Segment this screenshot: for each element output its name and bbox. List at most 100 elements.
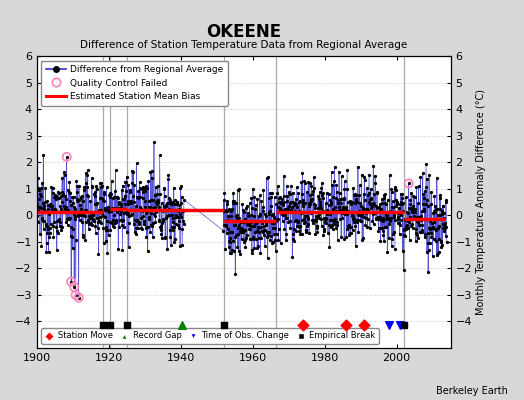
Point <box>51 207 59 214</box>
Point <box>304 221 313 228</box>
Point <box>61 204 70 211</box>
Point <box>272 218 280 224</box>
Point <box>271 224 279 231</box>
Point <box>145 203 153 210</box>
Point <box>141 225 150 232</box>
Point <box>243 222 252 228</box>
Point <box>108 205 116 211</box>
Point <box>177 200 185 206</box>
Point <box>133 194 141 200</box>
Point <box>381 191 389 198</box>
Point <box>34 207 42 214</box>
Point <box>105 209 113 215</box>
Point <box>68 234 77 241</box>
Point <box>55 216 63 222</box>
Point <box>60 208 69 215</box>
Point <box>75 217 84 223</box>
Point <box>256 192 264 199</box>
Point <box>166 197 174 204</box>
Point <box>263 220 271 226</box>
Point <box>79 212 88 218</box>
Point <box>379 215 387 221</box>
Point <box>354 228 363 235</box>
Point <box>107 178 116 184</box>
Point <box>312 223 321 229</box>
Point <box>123 210 132 217</box>
Point <box>386 218 395 224</box>
Point <box>268 220 277 226</box>
Point <box>371 180 379 186</box>
Point <box>172 214 181 220</box>
Point <box>344 223 352 229</box>
Point <box>134 188 143 194</box>
Point <box>94 225 102 232</box>
Point <box>82 218 90 225</box>
Point <box>343 167 352 174</box>
Point <box>397 212 406 218</box>
Point <box>129 168 137 175</box>
Point <box>178 242 187 248</box>
Point <box>388 204 396 210</box>
Point <box>111 220 119 226</box>
Point <box>35 195 43 202</box>
Point <box>368 211 377 217</box>
Point <box>282 183 291 190</box>
Point <box>379 232 388 238</box>
Point <box>76 212 84 218</box>
Point <box>416 229 424 235</box>
Point <box>441 220 449 226</box>
Point <box>115 200 123 207</box>
Point <box>56 219 64 226</box>
Point <box>313 213 322 219</box>
Point <box>348 213 357 219</box>
Point <box>176 185 184 191</box>
Point <box>346 230 355 236</box>
Point <box>245 226 253 232</box>
Point <box>298 217 306 224</box>
Point <box>166 226 174 233</box>
Point <box>234 187 242 193</box>
Point <box>353 217 361 223</box>
Point <box>435 212 444 218</box>
Point <box>141 204 149 210</box>
Point <box>56 223 64 229</box>
Point <box>130 182 139 189</box>
Point <box>158 216 167 222</box>
Point <box>114 199 123 206</box>
Point <box>436 205 444 212</box>
Point <box>314 193 322 200</box>
Point <box>66 190 74 196</box>
Point <box>224 238 233 244</box>
Point <box>254 225 262 232</box>
Point <box>408 220 417 227</box>
Point <box>114 195 122 201</box>
Point <box>323 208 332 214</box>
Point <box>401 217 410 224</box>
Point <box>417 217 425 223</box>
Point <box>399 266 408 273</box>
Point <box>411 229 420 236</box>
Point <box>77 206 85 212</box>
Point <box>307 196 315 202</box>
Point <box>172 201 181 208</box>
Point <box>404 210 412 216</box>
Point <box>339 204 347 210</box>
Point <box>168 201 177 208</box>
Point <box>237 228 245 235</box>
Point <box>365 199 374 205</box>
Point <box>137 206 145 213</box>
Point <box>311 218 320 224</box>
Point <box>228 197 237 204</box>
Point <box>378 196 386 202</box>
Point <box>254 242 263 249</box>
Point <box>53 218 61 225</box>
Point <box>315 199 324 206</box>
Point <box>244 218 253 224</box>
Point <box>410 194 419 200</box>
Point <box>142 183 150 190</box>
Point <box>339 205 347 212</box>
Point <box>98 209 106 216</box>
Point <box>90 200 99 207</box>
Point <box>88 184 96 190</box>
Point <box>228 229 236 235</box>
